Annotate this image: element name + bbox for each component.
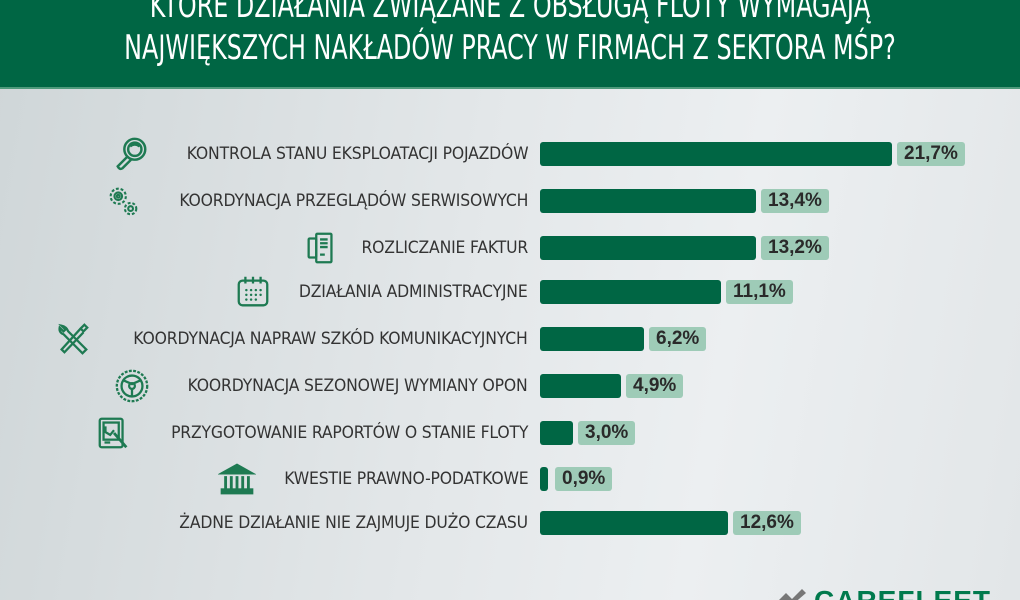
calendar-icon [233, 272, 273, 312]
magnifier-icon [111, 134, 151, 174]
bar-row: KOORDYNACJA NAPRAW SZKÓD KOMUNIKACYJNYCH… [0, 316, 1020, 362]
bar-value-label: 6,2% [649, 327, 707, 351]
bar-row: ŻADNE DZIAŁANIE NIE ZAJMUJE DUŻO CZASU 1… [0, 500, 1020, 546]
bar-label: ŻADNE DZIAŁANIE NIE ZAJMUJE DUŻO CZASU [179, 513, 528, 533]
chart-title-line-2: NAJWIĘKSZYCH NAKŁADÓW PRACY W FIRMACH Z … [124, 28, 896, 68]
bar-value-label: 4,9% [626, 374, 684, 398]
bar [540, 511, 728, 535]
bar [540, 467, 548, 491]
chart-title-line-1: KTÓRE DZIAŁANIA ZWIĄZANE Z OBSŁUGĄ FLOTY… [149, 0, 871, 26]
bar-value-label: 12,6% [733, 511, 801, 535]
bar [540, 142, 892, 166]
bar [540, 280, 721, 304]
bar-row: KONTROLA STANU EKSPLOATACJI POJAZDÓW 21,… [0, 131, 1020, 177]
carefleet-logo: CAREFLEET [772, 587, 991, 600]
bar-label: ROZLICZANIE FAKTUR [361, 238, 528, 258]
gears-icon [103, 181, 143, 221]
bar-label: KONTROLA STANU EKSPLOATACJI POJAZDÓW [186, 144, 528, 164]
tire-icon [112, 366, 152, 406]
bar [540, 327, 644, 351]
logo-mark-icon [779, 589, 806, 600]
bar [540, 374, 621, 398]
bar-label: KOORDYNACJA SEZONOWEJ WYMIANY OPON [187, 376, 528, 396]
tools-icon [53, 319, 93, 359]
bar-label: DZIAŁANIA ADMINISTRACYJNE [299, 282, 528, 302]
bar-label: KOORDYNACJA NAPRAW SZKÓD KOMUNIKACYJNYCH [133, 329, 528, 349]
bar-value-label: 13,2% [761, 236, 829, 260]
bar-label: KOORDYNACJA PRZEGLĄDÓW SERWISOWYCH [179, 191, 528, 211]
bar-row: KOORDYNACJA PRZEGLĄDÓW SERWISOWYCH 13,4% [0, 178, 1020, 224]
bar-value-label: 3,0% [578, 421, 636, 445]
chart-header: KTÓRE DZIAŁANIA ZWIĄZANE Z OBSŁUGĄ FLOTY… [0, 0, 1020, 89]
bar-value-label: 13,4% [761, 189, 829, 213]
bar [540, 189, 756, 213]
bar-value-label: 0,9% [555, 467, 613, 491]
bar-row: KWESTIE PRAWNO-PODATKOWE 0,9% [0, 456, 1020, 502]
bar-row: ROZLICZANIE FAKTUR 13,2% [0, 225, 1020, 271]
bar-row: KOORDYNACJA SEZONOWEJ WYMIANY OPON 4,9% [0, 363, 1020, 409]
bar [540, 236, 756, 260]
bar-row: PRZYGOTOWANIE RAPORTÓW O STANIE FLOTY 3,… [0, 410, 1020, 456]
bar-row: DZIAŁANIA ADMINISTRACYJNE 11,1% [0, 269, 1020, 315]
bar-value-label: 21,7% [897, 142, 965, 166]
invoices-icon [301, 228, 341, 268]
bar-label: PRZYGOTOWANIE RAPORTÓW O STANIE FLOTY [170, 423, 528, 443]
logo-text: CAREFLEET [814, 587, 991, 600]
report-icon [94, 413, 134, 453]
bank-icon [217, 459, 257, 499]
bar-value-label: 11,1% [726, 280, 793, 304]
bar-label: KWESTIE PRAWNO-PODATKOWE [283, 469, 528, 489]
bar [540, 421, 573, 445]
